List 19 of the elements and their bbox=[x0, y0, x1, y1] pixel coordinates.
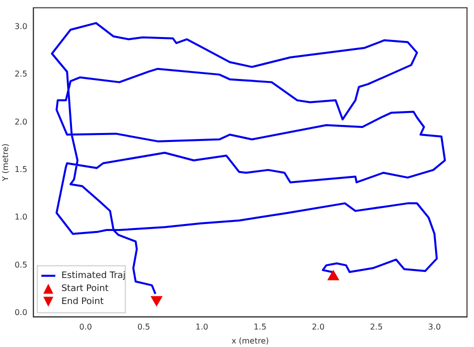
y-tick-label: 2.0 bbox=[14, 117, 28, 126]
y-tick-label: 3.0 bbox=[14, 22, 28, 31]
x-tick-label: 2.5 bbox=[370, 322, 383, 332]
x-tick-label: 2.0 bbox=[312, 322, 325, 332]
y-axis-title: Y (metre) bbox=[0, 144, 10, 182]
x-tick-label: 0.0 bbox=[79, 322, 92, 332]
legend-label: Start Point bbox=[61, 284, 109, 294]
y-tick-label: 1.5 bbox=[14, 165, 28, 174]
y-tick-label: 1.0 bbox=[14, 212, 28, 222]
x-tick-label: 0.5 bbox=[137, 322, 150, 332]
x-tick-label: 1.5 bbox=[254, 322, 266, 332]
legend-label: Estimated Traj bbox=[61, 271, 126, 282]
y-tick-label: 0.0 bbox=[14, 308, 28, 318]
x-tick-label: 3.0 bbox=[428, 322, 441, 332]
y-tick-label: 0.5 bbox=[14, 260, 28, 270]
x-axis-title: x (metre) bbox=[231, 336, 269, 346]
legend-label: End Point bbox=[61, 297, 104, 308]
y-tick-label: 2.5 bbox=[14, 70, 28, 79]
x-tick-label: 1.0 bbox=[196, 322, 208, 332]
